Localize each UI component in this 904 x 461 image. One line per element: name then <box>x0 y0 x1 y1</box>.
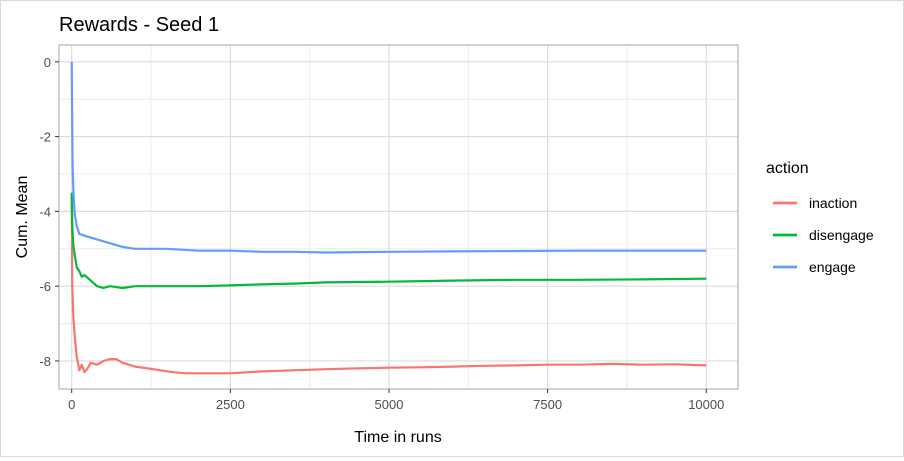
series-line-disengage <box>70 192 707 290</box>
chart-title: Rewards - Seed 1 <box>59 14 219 36</box>
y-tick-label: -6 <box>39 279 51 294</box>
y-tick-label: 0 <box>44 55 51 70</box>
y-axis-title: Cum. Mean <box>14 176 31 259</box>
legend-title: action <box>766 160 809 177</box>
x-tick-label: 0 <box>68 397 75 412</box>
series-lines <box>70 61 707 375</box>
legend: action inaction disengage engage <box>766 160 874 275</box>
x-tick-label: 2500 <box>216 397 245 412</box>
axes: 0 2500 5000 7500 10000 0 -2 -4 -6 -8 <box>39 55 724 412</box>
legend-label-disengage: disengage <box>809 227 874 243</box>
series-line-engage <box>70 61 707 254</box>
panel-border <box>58 44 739 390</box>
legend-label-inaction: inaction <box>809 195 857 211</box>
x-axis-title: Time in runs <box>354 429 441 446</box>
x-tick-label: 10000 <box>688 397 724 412</box>
y-tick-label: -8 <box>39 354 51 369</box>
grid <box>59 45 738 389</box>
y-tick-label: -4 <box>39 204 51 219</box>
y-tick-label: -2 <box>39 130 51 145</box>
legend-label-engage: engage <box>809 259 856 275</box>
x-tick-label: 7500 <box>533 397 562 412</box>
x-tick-label: 5000 <box>375 397 404 412</box>
series-line-inaction <box>70 196 707 375</box>
